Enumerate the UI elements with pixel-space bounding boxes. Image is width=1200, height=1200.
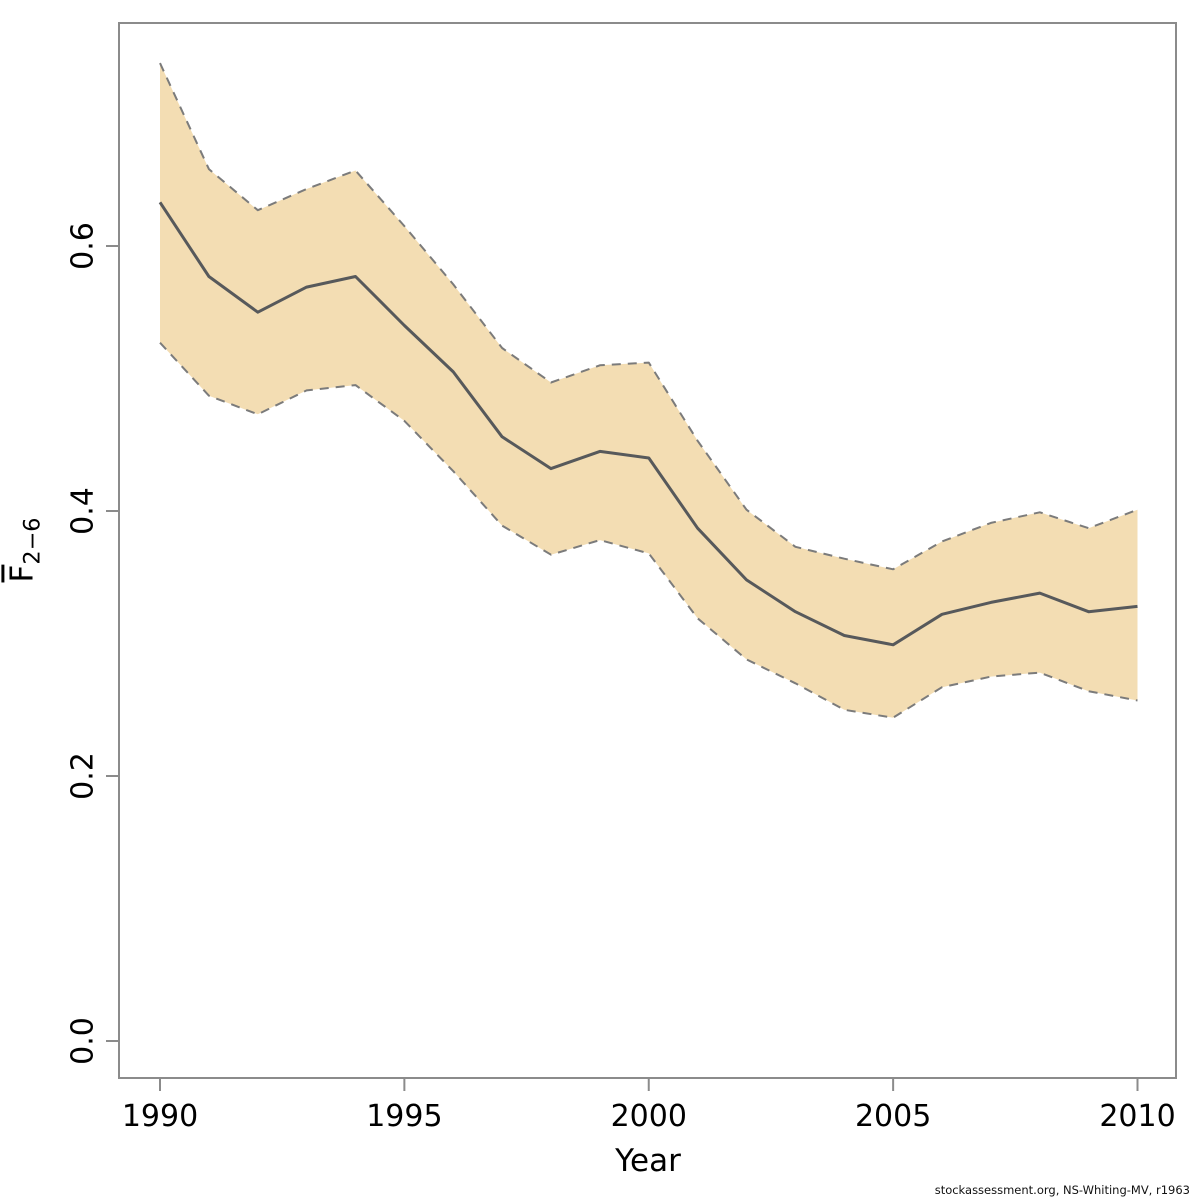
x-axis-title: Year xyxy=(615,1143,681,1179)
y-tick-label: 0.0 xyxy=(66,1017,101,1065)
y-axis-title-subscript: 2−6 xyxy=(19,517,46,565)
y-tick-label: 0.2 xyxy=(66,752,101,800)
y-axis-ticks xyxy=(106,245,119,1042)
watermark-text: stockassessment.org, NS-Whiting-MV, r196… xyxy=(934,1183,1190,1197)
x-tick-label: 2010 xyxy=(1099,1099,1175,1134)
y-tick-label: 0.6 xyxy=(66,222,101,270)
y-axis-tick-labels: 0.0 0.2 0.4 0.6 xyxy=(66,222,101,1065)
plot-box xyxy=(118,22,1177,1079)
y-axis-title-fbar: F xyxy=(4,564,41,583)
fbar-median-line xyxy=(158,201,1138,647)
x-tick-label: 2005 xyxy=(855,1099,931,1134)
x-tick-label: 1995 xyxy=(366,1099,442,1134)
ci-lower-line xyxy=(159,342,1138,719)
x-tick-label: 2000 xyxy=(611,1099,687,1134)
x-axis-tick-labels: 1990 1995 2000 2005 2010 xyxy=(122,1099,1176,1134)
y-axis-title: F2−6 xyxy=(4,518,45,583)
x-axis-ticks xyxy=(159,1078,1139,1091)
y-tick-label: 0.4 xyxy=(66,487,101,535)
ci-upper-line xyxy=(159,62,1138,571)
x-tick-label: 1990 xyxy=(122,1099,198,1134)
